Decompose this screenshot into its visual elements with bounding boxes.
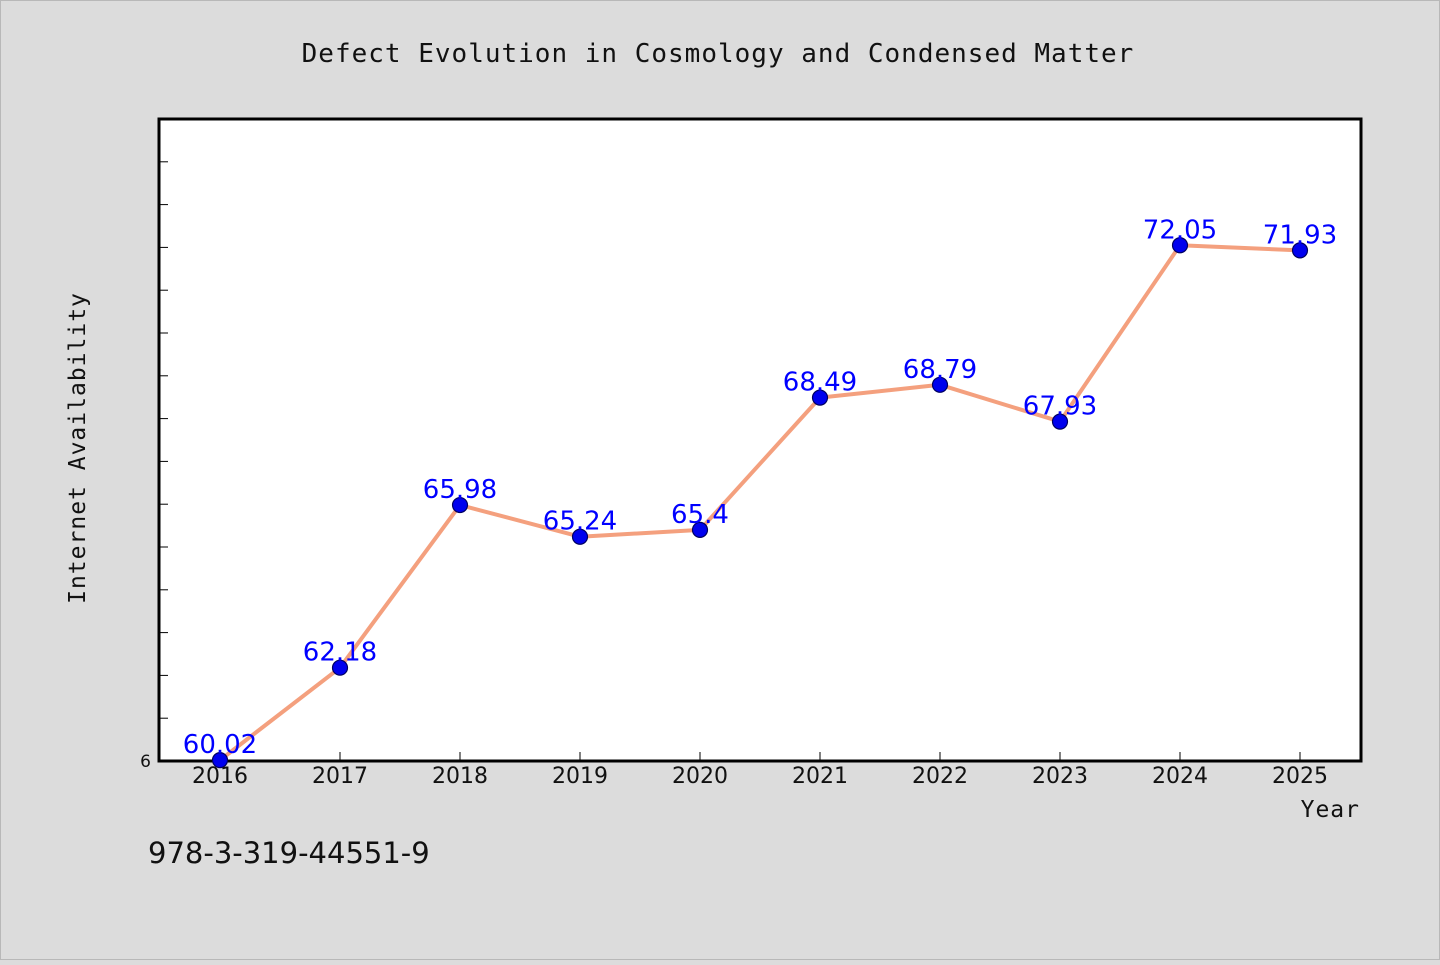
y-axis-tick-label: 6: [140, 752, 151, 772]
chart-title: Defect Evolution in Cosmology and Conden…: [302, 39, 1135, 69]
data-point-marker: [811, 389, 829, 406]
isbn-footer: 978-3-319-44551-9: [148, 836, 430, 870]
data-value-label: 72.05: [1143, 215, 1217, 245]
series-lines: [218, 243, 1302, 763]
y-axis-ticks: [159, 161, 168, 762]
data-point-marker: [211, 752, 229, 769]
data-point-marker: [931, 376, 949, 393]
data-point-marker: [331, 659, 349, 676]
plot-area: [157, 117, 1363, 763]
x-tick-label: 2025: [1272, 764, 1328, 789]
x-tick-label: 2024: [1152, 764, 1208, 789]
data-value-label: 71.93: [1263, 220, 1337, 250]
data-value-label: 60.02: [183, 730, 257, 760]
data-point-marker: [571, 528, 589, 545]
data-value-label: 68.79: [903, 355, 977, 385]
data-value-label: 65.24: [543, 507, 617, 537]
data-point-marker: [1051, 413, 1069, 430]
data-labels: 60.02 62.18 65.98 65.24 65.4 68.49 68.79 67.93 7…: [183, 215, 1337, 760]
data-value-label: 65.98: [423, 475, 497, 505]
x-tick-label: 2016: [192, 764, 248, 789]
data-point-marker: [691, 521, 709, 538]
x-tick-label: 2017: [312, 764, 368, 789]
data-point-marker: [1171, 237, 1189, 254]
x-tick-label: 2022: [912, 764, 968, 789]
x-tick-label: 2021: [792, 764, 848, 789]
data-point-marker: [451, 496, 469, 514]
data-value-label: 68.49: [783, 368, 857, 398]
series-line: [218, 243, 1302, 763]
series-markers: [211, 237, 1309, 769]
data-value-label: 65.4: [671, 500, 729, 530]
x-tick-label: 2019: [552, 764, 608, 789]
y-axis-label: Internet Availability: [65, 292, 91, 604]
x-axis-label: Year: [1301, 797, 1360, 823]
x-tick-label: 2023: [1032, 764, 1088, 789]
x-axis-tick-labels: 2016 2017 2018 2019 2020 2021 2022 2023 2024 2025: [192, 764, 1328, 789]
data-value-label: 62.18: [303, 638, 377, 668]
data-point-marker: [1291, 242, 1309, 259]
x-tick-label: 2020: [672, 764, 728, 789]
data-value-label: 67.93: [1023, 392, 1097, 422]
x-tick-label: 2018: [432, 764, 488, 789]
